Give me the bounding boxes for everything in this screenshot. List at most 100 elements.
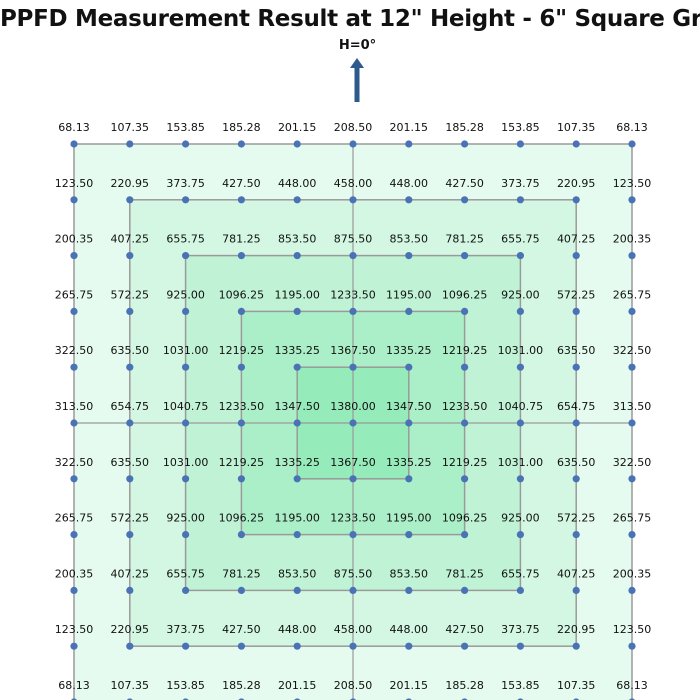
ppfd-value-label: 201.15: [278, 121, 317, 134]
ppfd-value-label: 1347.50: [386, 400, 432, 413]
ppfd-value-label: 123.50: [613, 177, 652, 190]
ppfd-value-label: 208.50: [334, 121, 373, 134]
ppfd-value-label: 1195.00: [386, 512, 432, 525]
measurement-point: [628, 419, 636, 427]
measurement-point: [628, 475, 636, 483]
measurement-point: [293, 475, 301, 483]
ppfd-value-label: 1040.75: [163, 400, 209, 413]
measurement-point: [126, 363, 134, 371]
ppfd-value-label: 200.35: [613, 233, 652, 246]
ppfd-value-label: 153.85: [166, 121, 205, 134]
measurement-point: [461, 363, 469, 371]
measurement-point: [237, 307, 245, 315]
measurement-point: [628, 363, 636, 371]
ppfd-value-label: 572.25: [111, 288, 150, 301]
ppfd-value-label: 322.50: [55, 344, 94, 357]
ppfd-value-label: 1031.00: [498, 344, 544, 357]
ppfd-value-label: 1335.25: [386, 344, 432, 357]
ppfd-value-label: 1233.50: [330, 512, 376, 525]
measurement-point: [572, 363, 580, 371]
ppfd-value-label: 407.25: [557, 233, 596, 246]
ppfd-value-label: 1096.25: [442, 512, 488, 525]
ppfd-value-label: 107.35: [111, 679, 150, 692]
measurement-point: [182, 586, 190, 595]
ppfd-value-label: 220.95: [557, 623, 596, 636]
ppfd-value-label: 1195.00: [274, 288, 320, 301]
measurement-point: [572, 252, 580, 260]
ppfd-value-label: 875.50: [334, 567, 373, 580]
measurement-point: [628, 196, 636, 204]
ppfd-value-label: 373.75: [501, 177, 540, 190]
measurement-point: [405, 363, 413, 371]
ppfd-value-label: 153.85: [501, 679, 540, 692]
measurement-point: [182, 642, 190, 650]
measurement-point: [516, 475, 525, 483]
chart-title: PPFD Measurement Result at 12" Height - …: [0, 6, 700, 32]
ppfd-value-label: 1380.00: [330, 400, 376, 413]
measurement-point: [70, 252, 78, 260]
measurement-point: [572, 531, 580, 539]
direction-arrow-icon: [350, 58, 364, 102]
ppfd-value-label: 1335.25: [386, 456, 432, 469]
ppfd-value-label: 458.00: [334, 177, 373, 190]
measurement-point: [126, 140, 134, 148]
ppfd-value-label: 1031.00: [163, 344, 209, 357]
ppfd-value-label: 68.13: [616, 121, 648, 134]
ppfd-value-label: 448.00: [278, 177, 317, 190]
measurement-point: [349, 586, 357, 595]
ppfd-value-label: 925.00: [501, 512, 540, 525]
ppfd-value-label: 853.50: [390, 233, 429, 246]
measurement-point: [461, 140, 469, 148]
measurement-point: [126, 586, 134, 595]
measurement-point: [461, 475, 469, 483]
measurement-point: [405, 419, 413, 427]
measurement-point: [405, 642, 413, 650]
ppfd-value-label: 322.50: [613, 456, 652, 469]
ppfd-value-label: 781.25: [445, 567, 484, 580]
measurement-point: [70, 419, 78, 427]
measurement-point: [237, 531, 245, 539]
measurement-point: [237, 642, 245, 650]
measurement-point: [237, 363, 245, 371]
ppfd-value-label: 635.50: [557, 344, 596, 357]
measurement-point: [70, 642, 78, 650]
ppfd-value-label: 373.75: [501, 623, 540, 636]
measurement-point: [126, 475, 134, 483]
measurement-point: [461, 307, 469, 315]
ppfd-value-label: 265.75: [613, 288, 652, 301]
measurement-point: [126, 252, 134, 260]
measurement-point: [405, 140, 413, 148]
measurement-point: [237, 419, 245, 427]
measurement-point: [349, 642, 357, 650]
ppfd-value-label: 153.85: [166, 679, 205, 692]
measurement-point: [293, 586, 301, 595]
measurement-point: [461, 642, 469, 650]
measurement-point: [461, 586, 469, 595]
measurement-point: [237, 140, 245, 148]
ppfd-value-label: 1195.00: [274, 512, 320, 525]
measurement-point: [516, 140, 525, 148]
ppfd-value-label: 373.75: [166, 623, 205, 636]
ppfd-value-label: 448.00: [390, 623, 429, 636]
ppfd-value-label: 185.28: [445, 121, 484, 134]
ppfd-value-label: 200.35: [55, 233, 94, 246]
ppfd-value-label: 572.25: [557, 512, 596, 525]
ppfd-value-label: 781.25: [222, 233, 261, 246]
ppfd-value-label: 448.00: [278, 623, 317, 636]
measurement-point: [461, 252, 469, 260]
ppfd-value-label: 123.50: [55, 623, 94, 636]
measurement-point: [349, 252, 357, 260]
ppfd-value-label: 635.50: [111, 344, 150, 357]
measurement-point: [349, 140, 357, 148]
ppfd-value-label: 265.75: [55, 288, 94, 301]
measurement-point: [237, 475, 245, 483]
ppfd-value-label: 427.50: [445, 623, 484, 636]
ppfd-value-label: 853.50: [278, 567, 317, 580]
measurement-point: [461, 196, 469, 204]
ppfd-value-label: 853.50: [278, 233, 317, 246]
ppfd-value-label: 925.00: [501, 288, 540, 301]
ppfd-value-label: 1219.25: [442, 456, 488, 469]
measurement-point: [70, 475, 78, 483]
measurement-point: [182, 252, 190, 260]
ppfd-value-label: 1195.00: [386, 288, 432, 301]
